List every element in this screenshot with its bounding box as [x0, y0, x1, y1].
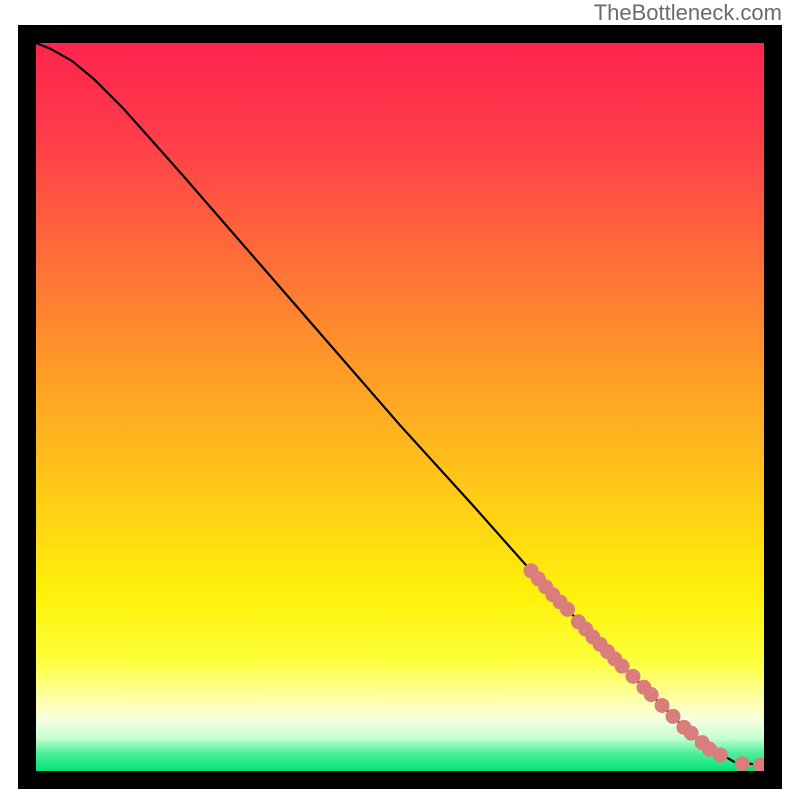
data-marker [615, 659, 630, 674]
data-marker [560, 602, 575, 617]
attribution-label: TheBottleneck.com [594, 0, 782, 26]
chart-svg [0, 0, 800, 800]
data-marker [666, 709, 681, 724]
data-marker [713, 747, 728, 762]
data-marker [655, 698, 670, 713]
gradient-background [36, 43, 764, 771]
data-marker [625, 669, 640, 684]
data-marker [735, 756, 750, 771]
bottleneck-chart: TheBottleneck.com [0, 0, 800, 800]
data-marker [644, 687, 659, 702]
